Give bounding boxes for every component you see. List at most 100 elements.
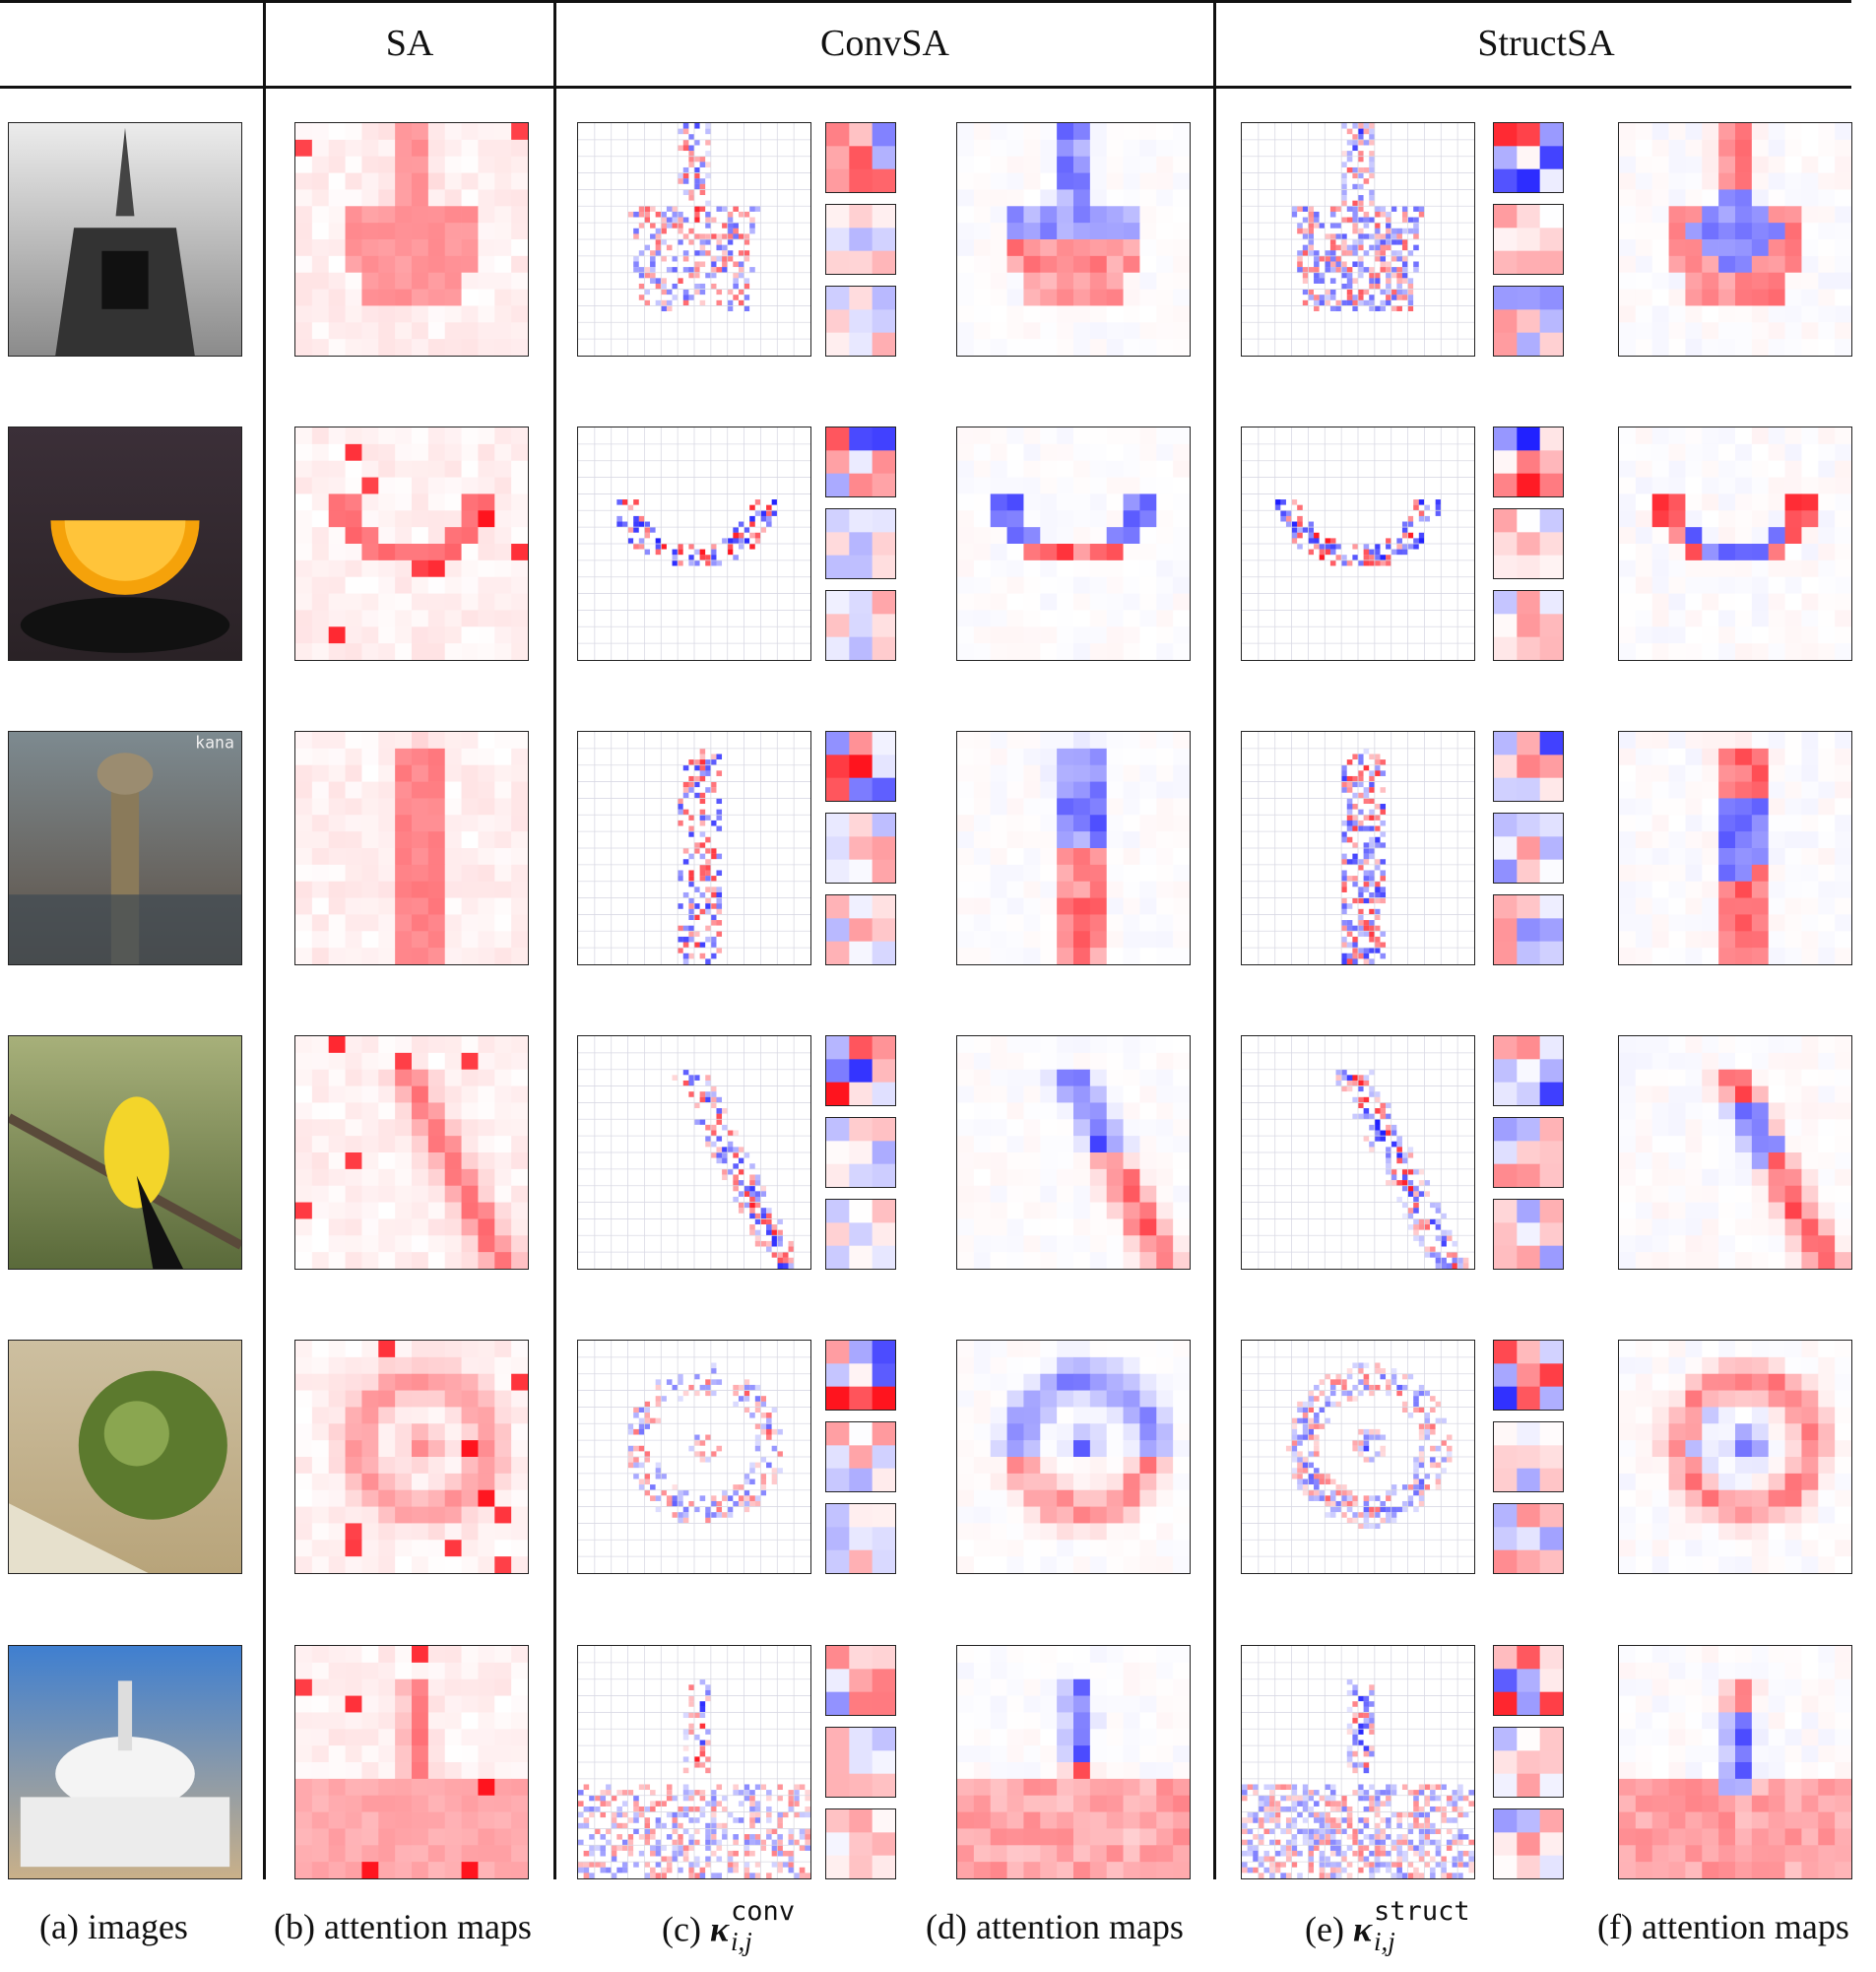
heat-cell [682, 455, 689, 461]
heat-cell [1430, 223, 1436, 229]
heat-cell [589, 438, 595, 444]
heat-cell [788, 295, 795, 300]
heat-cell [682, 139, 689, 146]
heat-cell [621, 244, 628, 251]
heat-cell [1291, 283, 1298, 290]
heat-cell [688, 427, 695, 433]
heat-cell [1668, 289, 1686, 306]
heat-cell [1352, 134, 1359, 140]
heat-cell [1247, 151, 1254, 157]
heat-cell [1413, 217, 1419, 224]
heat-cell [1247, 255, 1254, 262]
heat-cell [1341, 350, 1347, 356]
heat-cell [1173, 156, 1190, 173]
heat-cell [494, 559, 512, 578]
heat-cell [650, 449, 656, 456]
heat-cell [361, 289, 379, 306]
heat-cell [621, 166, 628, 173]
heat-cell [749, 449, 755, 456]
heat-cell [1258, 311, 1264, 317]
heat-cell [1735, 156, 1753, 173]
heat-cell [777, 283, 784, 290]
heat-cell [1369, 162, 1375, 168]
heat-cell [600, 443, 607, 450]
heat-cell [1329, 134, 1336, 140]
heat-cell [1274, 134, 1281, 140]
heat-cell [655, 427, 662, 433]
heat-cell [1386, 217, 1391, 224]
heat-cell [771, 493, 778, 500]
heat-cell [744, 295, 750, 300]
heat-cell [754, 477, 761, 484]
heat-cell [594, 200, 601, 207]
heat-cell [311, 510, 330, 528]
heat-cell [1329, 162, 1336, 168]
heat-cell [650, 200, 656, 207]
heat-cell [1346, 156, 1353, 163]
heat-cell [699, 499, 706, 505]
heat-cell [738, 455, 744, 461]
heat-cell [621, 449, 628, 456]
heat-cell [616, 460, 623, 467]
heat-cell [578, 162, 584, 168]
heat-cell [727, 261, 734, 268]
heat-cell [1329, 151, 1336, 157]
heat-cell [766, 311, 772, 317]
heat-cell [1335, 211, 1342, 218]
heat-cell [1325, 295, 1331, 300]
heat-cell [1291, 151, 1298, 157]
heat-cell [1274, 339, 1281, 345]
heat-cell [777, 327, 784, 334]
heat-cell [1173, 239, 1190, 257]
heat-cell [345, 172, 362, 190]
heat-cell [1325, 223, 1331, 229]
heat-cell [611, 145, 617, 152]
heat-cell [1073, 272, 1091, 290]
heat-cell [644, 228, 651, 234]
heat-cell [1751, 322, 1770, 340]
heat-cell [1274, 233, 1281, 240]
heat-cell [1651, 272, 1669, 290]
heat-cell [682, 223, 689, 229]
heat-cell [777, 443, 784, 450]
heat-cell [738, 350, 744, 356]
heat-cell [682, 466, 689, 473]
heat-cell [1457, 178, 1463, 184]
heat-cell [1635, 255, 1653, 274]
heat-cell [1396, 333, 1403, 340]
heat-cell [1297, 295, 1303, 300]
heat-cell [1396, 217, 1403, 224]
heat-cell [1374, 250, 1381, 256]
heat-cell [1619, 156, 1637, 173]
heat-cell [600, 477, 607, 484]
heat-cell [583, 316, 590, 323]
heat-cell [782, 239, 789, 245]
heat-cell [688, 311, 695, 317]
heat-cell [1263, 128, 1270, 135]
heat-cell [1274, 244, 1281, 251]
heat-cell [1651, 322, 1669, 340]
heat-cell [1418, 156, 1425, 163]
heat-cell [744, 483, 750, 489]
heat-cell [600, 455, 607, 461]
heat-cell [705, 327, 711, 334]
heat-cell [754, 449, 761, 456]
heat-cell [1308, 239, 1315, 245]
heat-cell [1407, 278, 1414, 285]
heat-cell [694, 272, 700, 279]
heat-cell [1374, 195, 1381, 201]
heat-cell [1718, 255, 1736, 274]
heat-cell [478, 427, 495, 445]
heat-cell [990, 239, 1007, 257]
heat-cell [655, 239, 662, 245]
heat-cell [583, 327, 590, 334]
heat-cell [1468, 344, 1474, 351]
heat-cell [1380, 134, 1387, 140]
heat-cell [754, 455, 761, 461]
heat-cell [1329, 233, 1336, 240]
heat-cell [688, 493, 695, 500]
heat-cell [688, 217, 695, 224]
heat-cell [1539, 146, 1563, 170]
heat-cell [1302, 233, 1309, 240]
heat-cell [1291, 295, 1298, 300]
